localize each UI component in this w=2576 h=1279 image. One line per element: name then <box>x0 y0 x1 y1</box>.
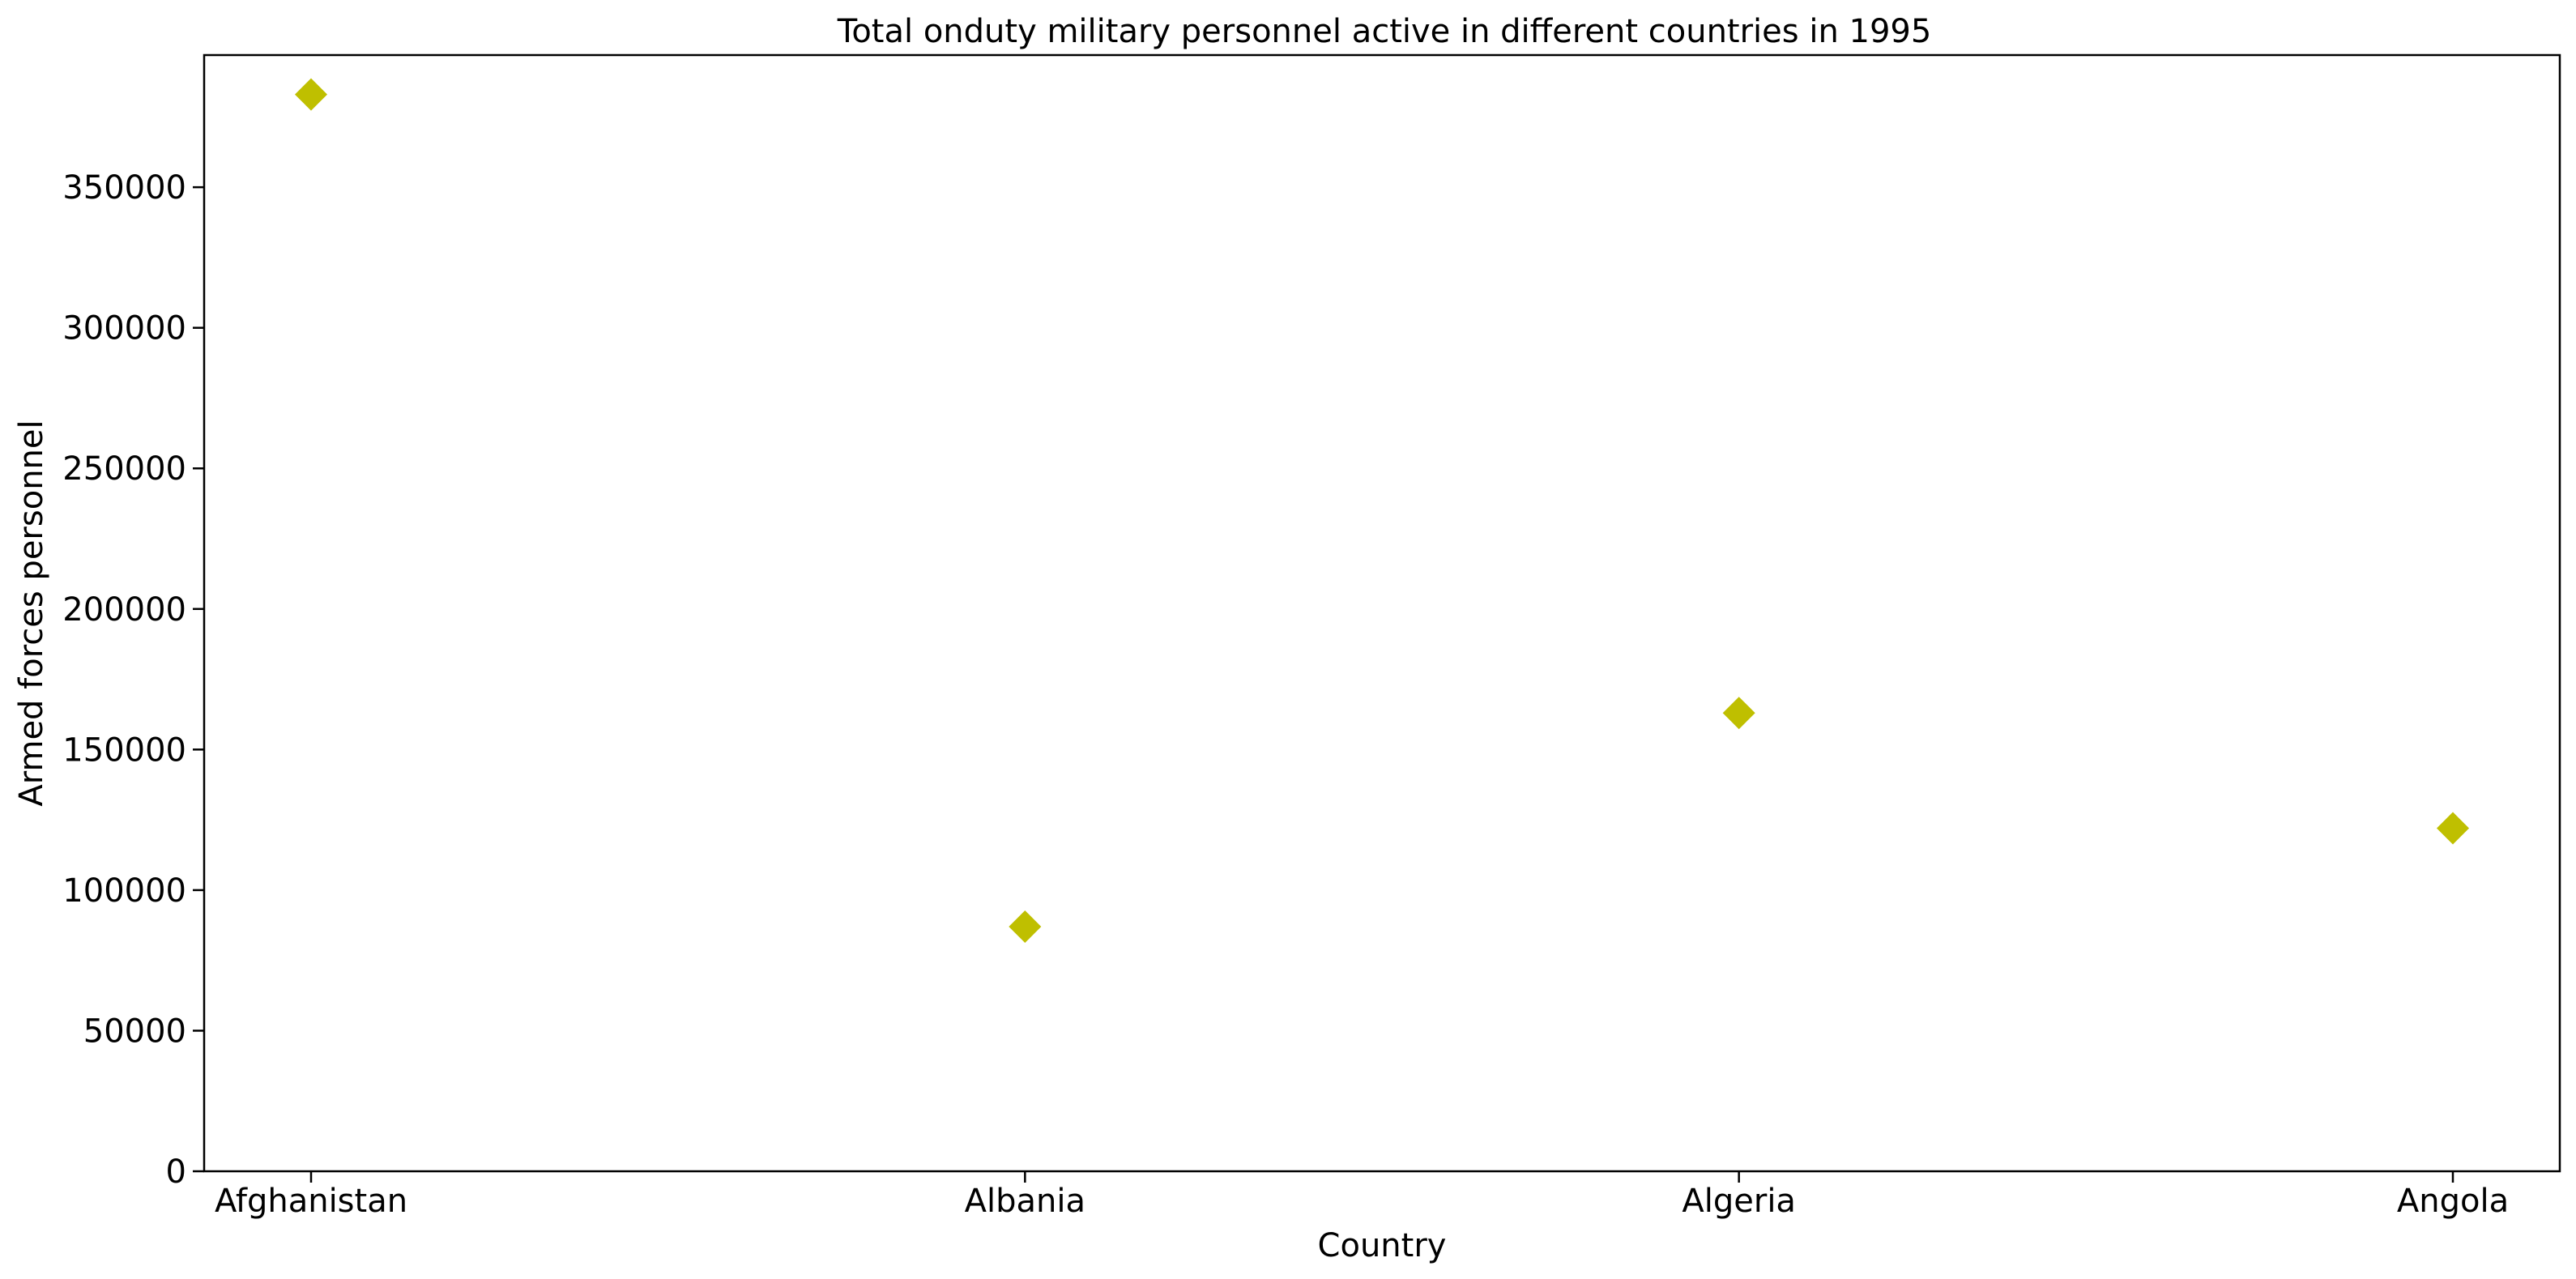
y-tick-label: 150000 <box>62 731 186 769</box>
y-tick-label: 300000 <box>62 310 186 347</box>
plot-area <box>203 53 2561 1173</box>
y-tick-label: 50000 <box>83 1013 186 1050</box>
x-axis-label: Country <box>1318 1227 1447 1264</box>
y-tick-label: 250000 <box>62 450 186 488</box>
data-point-angola <box>2437 812 2469 845</box>
x-tick-label: Albania <box>965 1183 1085 1220</box>
y-tick-label: 100000 <box>62 872 186 910</box>
data-point-albania <box>1009 910 1042 944</box>
x-tick-label: Angola <box>2397 1183 2509 1220</box>
data-point-algeria <box>1722 697 1755 730</box>
chart-title: Total onduty military personnel active i… <box>837 13 1932 50</box>
y-axis: 0 50000 100000 150000 200000 250000 300000 3500… <box>62 169 204 1191</box>
data-point-afghanistan <box>295 78 327 111</box>
y-axis-label: Armed forces personnel <box>13 420 50 806</box>
y-tick-label: 0 <box>166 1153 186 1191</box>
y-tick-label: 350000 <box>62 169 186 207</box>
x-tick-label: Afghanistan <box>215 1183 407 1220</box>
y-tick-label: 200000 <box>62 591 186 629</box>
x-axis: Afghanistan Albania Algeria Angola <box>215 1171 2509 1220</box>
data-points <box>295 78 2469 944</box>
x-tick-label: Algeria <box>1682 1183 1796 1220</box>
